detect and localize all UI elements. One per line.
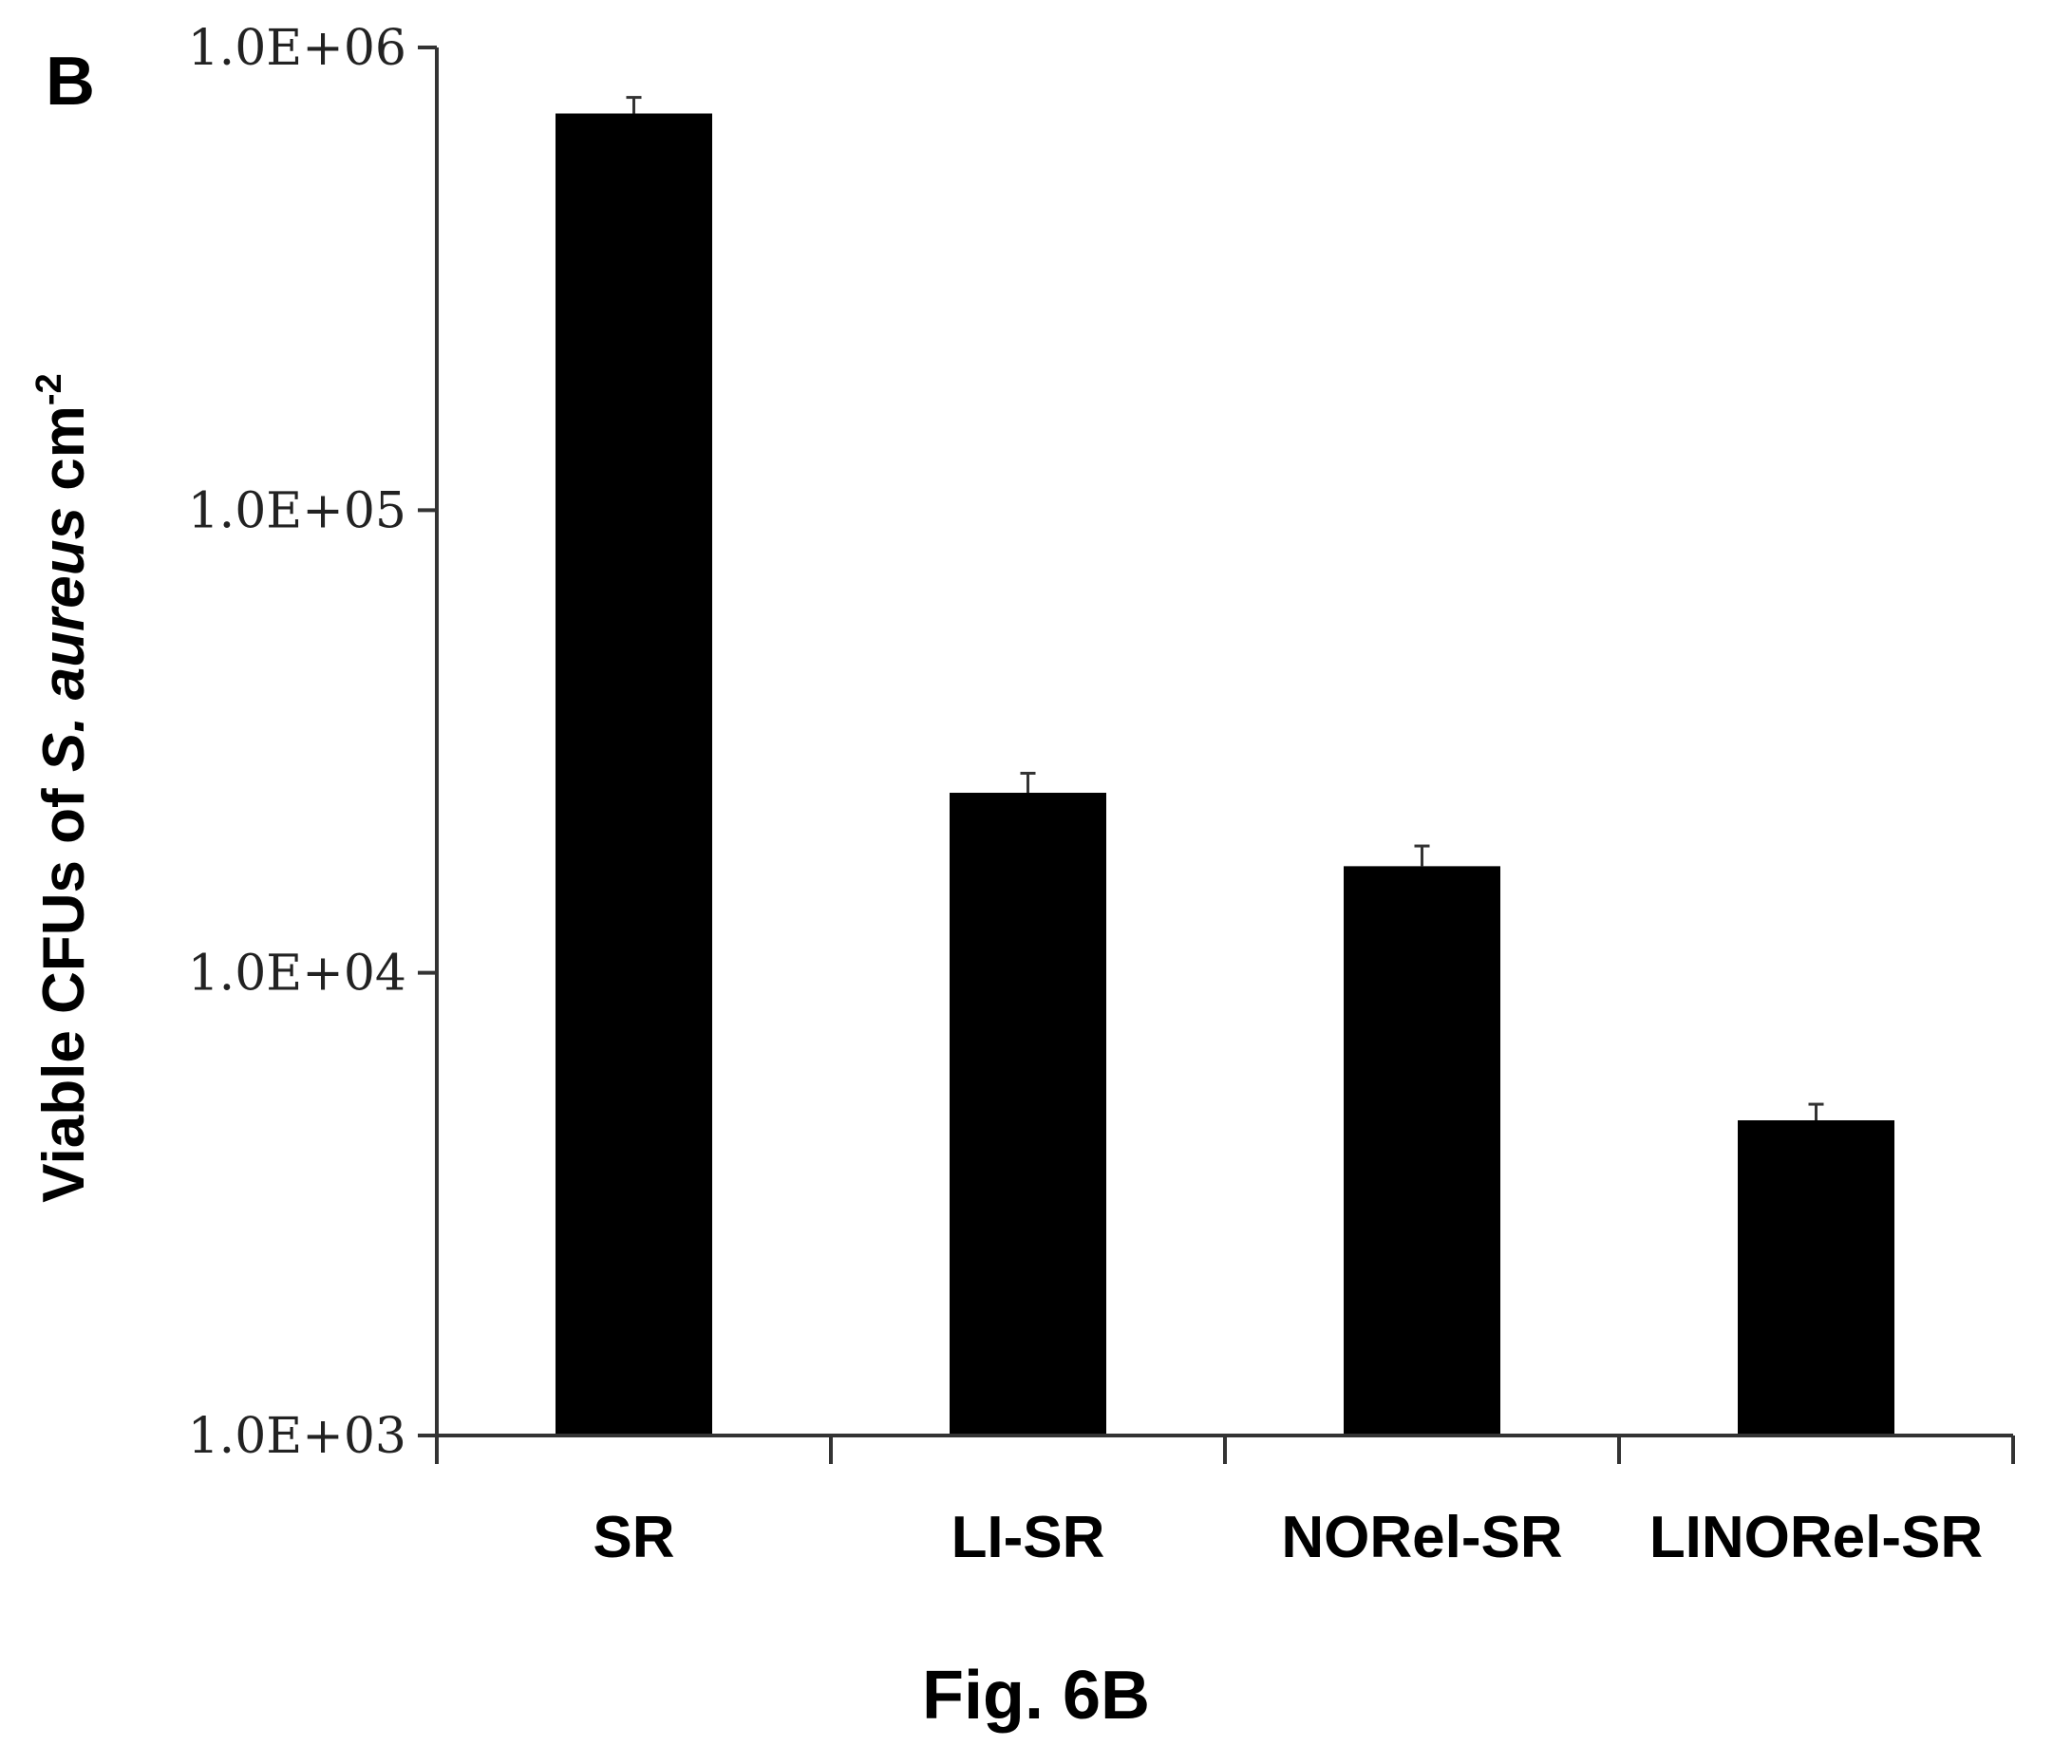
y-axis-label-part: cm [31, 405, 97, 507]
bar-norel-sr [1344, 866, 1500, 1436]
bars-layer [556, 96, 1894, 1436]
y-tick-label: 1.0E+05 [188, 482, 406, 539]
y-axis-label-part: Viable CFUs of [31, 772, 97, 1203]
x-tick-label: SR [593, 1505, 674, 1570]
bar-sr [556, 113, 712, 1436]
x-tick-label: NORel-SR [1281, 1505, 1562, 1570]
panel-label: B [46, 44, 95, 120]
y-tick-label: 1.0E+04 [188, 946, 406, 1003]
y-tick-label: 1.0E+06 [188, 20, 406, 77]
x-tick-label: LI-SR [951, 1505, 1105, 1570]
y-tick-label: 1.0E+03 [188, 1408, 406, 1465]
bar-linorel-sr [1738, 1120, 1894, 1436]
y-axis-label: Viable CFUs of S. aureus cm-2 [29, 373, 97, 1202]
y-axis-label-superscript: -2 [29, 373, 69, 405]
y-axis-label-italic: S. aureus [31, 507, 97, 772]
x-tick-label: LINORel-SR [1649, 1505, 1983, 1570]
figure-caption: Fig. 6B [922, 1658, 1150, 1734]
bar-li-sr [950, 793, 1106, 1436]
axes-layer: SR LI-SR NORel-SR LINORel-SR 1.0E+03 1.0E+04 1… [188, 20, 2015, 1570]
